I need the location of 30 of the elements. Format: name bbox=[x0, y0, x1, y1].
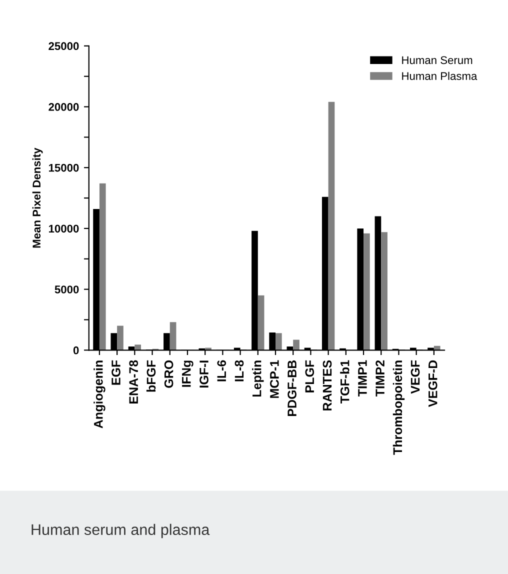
x-tick-label: IL-6 bbox=[217, 360, 226, 382]
x-tick-label: MCP-1 bbox=[270, 360, 279, 398]
x-tick-label: PDGF-BB bbox=[288, 360, 296, 416]
y-tick-label: 10000 bbox=[48, 224, 79, 233]
x-tick-label: ENA-78 bbox=[129, 360, 138, 404]
x-tick-label: PLGF bbox=[305, 360, 314, 392]
x-tick-label: Angiogenin bbox=[94, 360, 106, 428]
x-tick-label: Leptin bbox=[252, 360, 264, 397]
legend-label: Human Plasma bbox=[402, 72, 478, 80]
x-tick-label: TIMP1 bbox=[358, 360, 367, 397]
x-tick-label: VEGF-D bbox=[428, 360, 438, 407]
y-axis-title: Mean Pixel Density bbox=[32, 148, 43, 248]
x-tick-label: IL-8 bbox=[234, 360, 244, 382]
legend-label: Human Serum bbox=[402, 56, 472, 64]
y-tick-label: 5000 bbox=[54, 286, 79, 294]
x-tick-label: Thrombopoietin bbox=[392, 360, 405, 455]
x-tick-label: RANTES bbox=[322, 360, 332, 410]
y-tick-label: 15000 bbox=[48, 164, 79, 172]
text: Human serum and plasma bbox=[32, 524, 210, 538]
x-tick-label: GRO bbox=[164, 360, 174, 388]
x-tick-label: bFGF bbox=[146, 360, 156, 392]
x-tick-label: TIMP2 bbox=[376, 360, 384, 397]
x-tick-label: EGF bbox=[112, 360, 120, 385]
x-tick-label: VEGF bbox=[410, 360, 420, 394]
x-tick-label: IFNg bbox=[182, 360, 194, 387]
y-tick-label: 20000 bbox=[48, 103, 79, 111]
x-tick-label: TGF-b1 bbox=[340, 360, 350, 404]
y-tick-label: 0 bbox=[73, 346, 79, 354]
y-tick-label: 25000 bbox=[48, 42, 79, 50]
x-tick-label: IGF-I bbox=[200, 360, 208, 388]
